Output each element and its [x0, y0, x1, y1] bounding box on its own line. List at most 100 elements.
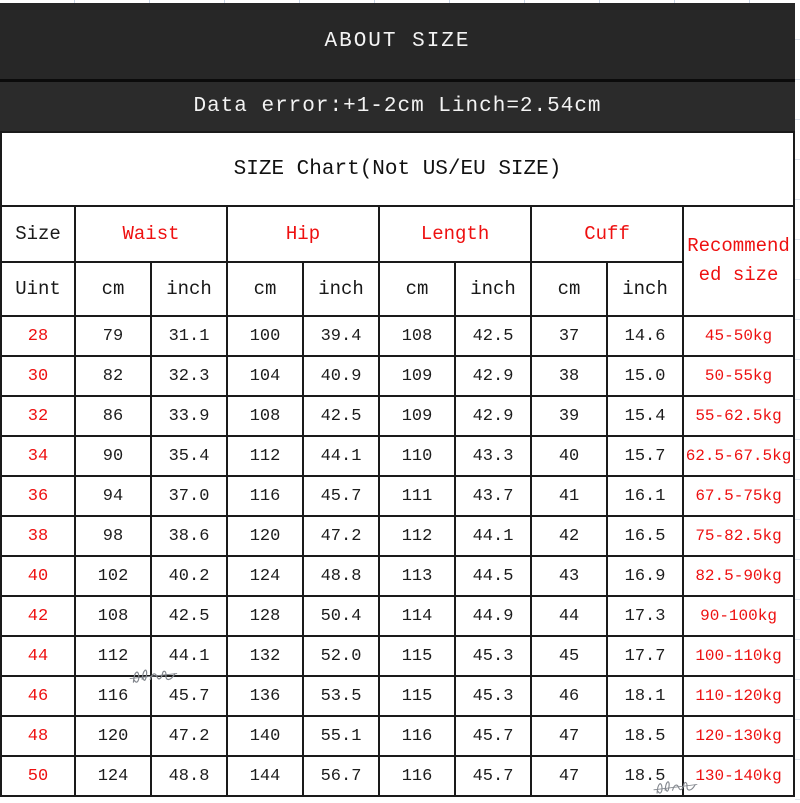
- hip-inch-cell: 45.7: [302, 475, 381, 517]
- recommended-cell: 90-100kg: [682, 595, 795, 637]
- hip-inch-cell: 39.4: [302, 315, 381, 357]
- length-cm-cell: 110: [378, 435, 457, 477]
- waist-cm-cell: 116: [74, 675, 152, 717]
- recommended-cell: 62.5-67.5kg: [682, 435, 795, 477]
- waist-inch-cell: 42.5: [149, 595, 229, 637]
- length-inch-cell: 42.9: [454, 355, 533, 397]
- length-inch-cell: 45.7: [454, 755, 533, 797]
- waist-inch-cell: 35.4: [149, 435, 229, 477]
- size-cell: 38: [0, 515, 76, 557]
- length-inch-cell: 43.3: [454, 435, 533, 477]
- length-cm-cell: 111: [378, 475, 457, 517]
- spreadsheet-gridline-strip: [0, 0, 795, 3]
- about-size-title: ABOUT SIZE: [324, 29, 471, 53]
- size-row: 32 86 33.9 108 42.5 109 42.9 39 15.4 55-…: [0, 395, 795, 437]
- recommended-cell: 55-62.5kg: [682, 395, 795, 437]
- hip-inch-cell: 44.1: [302, 435, 381, 477]
- hip-cm-cell: 144: [226, 755, 305, 797]
- length-inch-cell: 42.9: [454, 395, 533, 437]
- length-inch-header: inch: [454, 261, 533, 317]
- hip-cm-cell: 140: [226, 715, 305, 757]
- size-row: 38 98 38.6 120 47.2 112 44.1 42 16.5 75-…: [0, 515, 795, 557]
- waist-cm-cell: 108: [74, 595, 152, 637]
- size-chart-title: SIZE Chart(Not US/EU SIZE): [233, 157, 562, 181]
- waist-inch-cell: 40.2: [149, 555, 229, 597]
- hip-cm-header: cm: [226, 261, 305, 317]
- length-cm-cell: 108: [378, 315, 457, 357]
- waist-cm-cell: 94: [74, 475, 152, 517]
- hip-cm-cell: 104: [226, 355, 305, 397]
- spreadsheet-gridline-margin: [795, 0, 800, 800]
- size-cell: 42: [0, 595, 76, 637]
- recommended-column-header: Recommended size: [682, 205, 795, 317]
- waist-inch-cell: 32.3: [149, 355, 229, 397]
- recommended-cell: 120-130kg: [682, 715, 795, 757]
- size-cell: 36: [0, 475, 76, 517]
- hip-inch-cell: 53.5: [302, 675, 381, 717]
- cuff-inch-cell: 17.3: [606, 595, 685, 637]
- hip-cm-cell: 136: [226, 675, 305, 717]
- hip-cm-cell: 108: [226, 395, 305, 437]
- length-cm-cell: 109: [378, 355, 457, 397]
- cuff-inch-cell: 18.5: [606, 755, 685, 797]
- waist-inch-cell: 33.9: [149, 395, 229, 437]
- size-cell: 46: [0, 675, 76, 717]
- length-inch-cell: 44.9: [454, 595, 533, 637]
- waist-cm-cell: 98: [74, 515, 152, 557]
- hip-inch-cell: 52.0: [302, 635, 381, 677]
- size-chart-title-box: SIZE Chart(Not US/EU SIZE): [0, 131, 795, 205]
- recommended-cell: 82.5-90kg: [682, 555, 795, 597]
- cuff-inch-header: inch: [606, 261, 685, 317]
- size-row: 44 112 44.1 132 52.0 115 45.3 45 17.7 10…: [0, 635, 795, 677]
- waist-inch-cell: 38.6: [149, 515, 229, 557]
- hip-inch-cell: 50.4: [302, 595, 381, 637]
- recommended-cell: 110-120kg: [682, 675, 795, 717]
- hip-inch-cell: 55.1: [302, 715, 381, 757]
- cuff-inch-cell: 18.5: [606, 715, 685, 757]
- cuff-inch-cell: 16.1: [606, 475, 685, 517]
- size-cell: 44: [0, 635, 76, 677]
- cuff-cm-cell: 44: [530, 595, 609, 637]
- length-cm-header: cm: [378, 261, 457, 317]
- size-cell: 50: [0, 755, 76, 797]
- cuff-inch-cell: 15.0: [606, 355, 685, 397]
- cuff-cm-header: cm: [530, 261, 609, 317]
- length-inch-cell: 44.1: [454, 515, 533, 557]
- length-inch-cell: 43.7: [454, 475, 533, 517]
- cuff-cm-cell: 47: [530, 755, 609, 797]
- cuff-inch-cell: 15.4: [606, 395, 685, 437]
- cuff-cm-cell: 46: [530, 675, 609, 717]
- waist-inch-cell: 37.0: [149, 475, 229, 517]
- waist-inch-cell: 47.2: [149, 715, 229, 757]
- hip-inch-cell: 42.5: [302, 395, 381, 437]
- length-cm-cell: 116: [378, 715, 457, 757]
- unit-row-header: Uint: [0, 261, 76, 317]
- hip-inch-cell: 56.7: [302, 755, 381, 797]
- waist-cm-cell: 90: [74, 435, 152, 477]
- hip-inch-cell: 48.8: [302, 555, 381, 597]
- cuff-column-header: Cuff: [530, 205, 685, 263]
- cuff-inch-cell: 18.1: [606, 675, 685, 717]
- waist-cm-cell: 112: [74, 635, 152, 677]
- cuff-inch-cell: 14.6: [606, 315, 685, 357]
- cuff-inch-cell: 16.5: [606, 515, 685, 557]
- length-inch-cell: 42.5: [454, 315, 533, 357]
- hip-cm-cell: 116: [226, 475, 305, 517]
- waist-cm-cell: 86: [74, 395, 152, 437]
- waist-cm-cell: 82: [74, 355, 152, 397]
- length-column-header: Length: [378, 205, 533, 263]
- waist-inch-cell: 45.7: [149, 675, 229, 717]
- recommended-cell: 75-82.5kg: [682, 515, 795, 557]
- hip-inch-cell: 47.2: [302, 515, 381, 557]
- cuff-cm-cell: 47: [530, 715, 609, 757]
- waist-cm-cell: 124: [74, 755, 152, 797]
- size-cell: 40: [0, 555, 76, 597]
- size-cell: 32: [0, 395, 76, 437]
- group-header-row: Size Waist Hip Length Cuff Recommended s…: [0, 205, 795, 317]
- cuff-cm-cell: 39: [530, 395, 609, 437]
- hip-cm-cell: 128: [226, 595, 305, 637]
- cuff-cm-cell: 38: [530, 355, 609, 397]
- length-cm-cell: 109: [378, 395, 457, 437]
- waist-inch-header: inch: [149, 261, 229, 317]
